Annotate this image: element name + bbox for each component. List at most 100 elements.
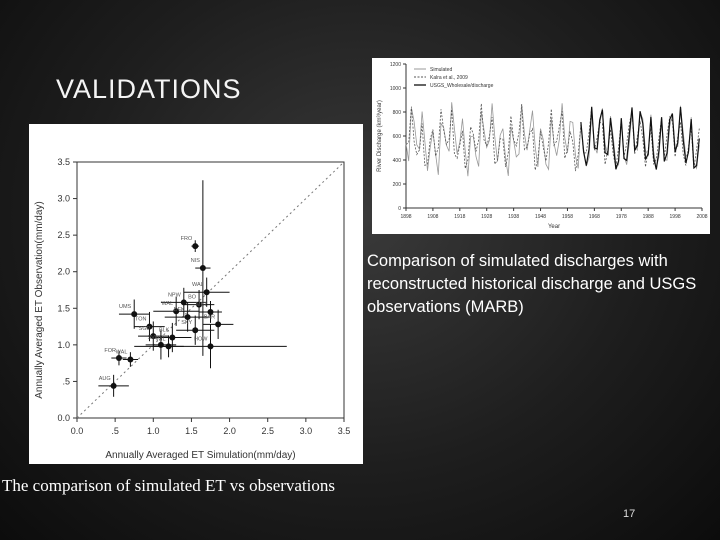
point-marker xyxy=(157,341,164,348)
data-point: AUG xyxy=(98,374,129,397)
point-label: DFK xyxy=(174,307,185,313)
point-label: HOW xyxy=(194,336,208,342)
point-marker xyxy=(184,314,191,321)
usgs-series-line xyxy=(580,106,700,170)
one-to-one-line xyxy=(76,161,345,419)
point-label: SVL xyxy=(148,335,158,341)
y-axis-label: Annually Averaged ET Observation(mm/day) xyxy=(34,201,45,399)
x-tick-label: 1918 xyxy=(454,214,465,220)
y-tick-label: 200 xyxy=(393,182,402,188)
x-tick-label: 2.0 xyxy=(223,426,236,436)
x-tick-label: 1988 xyxy=(643,214,654,220)
point-marker xyxy=(199,265,206,272)
y-tick-label: 800 xyxy=(393,110,402,116)
data-point: NIS xyxy=(191,180,211,356)
point-label: FRO xyxy=(181,236,193,242)
data-point: BLK xyxy=(153,322,192,353)
point-marker xyxy=(169,334,176,341)
slide-number: 17 xyxy=(623,508,636,520)
point-label: WAL xyxy=(116,349,128,355)
x-tick-label: 3.5 xyxy=(338,426,351,436)
point-marker xyxy=(180,299,187,306)
data-point: SVL xyxy=(145,330,177,360)
point-label: WAL xyxy=(192,282,204,288)
plot-frame xyxy=(76,161,345,419)
y-tick-label: 3.5 xyxy=(57,157,70,167)
et-scatter-svg: 0.0 .5 1.0 1.5 2.0 2.5 3.0 3.5 0.0 .5 1.0 1.5 2.0 2.5… xyxy=(34,157,351,461)
point-marker xyxy=(115,355,122,362)
point-label: NIS xyxy=(191,258,201,264)
data-point: WAL xyxy=(153,296,200,326)
point-label: MET xyxy=(196,302,208,308)
point-label: BAR xyxy=(204,314,215,320)
y-tick-label: 0.0 xyxy=(57,413,70,423)
data-point: UMS xyxy=(118,299,150,329)
point-marker xyxy=(196,301,203,308)
point-marker xyxy=(192,327,199,334)
point-label: NPW xyxy=(168,292,182,298)
y-tick-label: 1.5 xyxy=(57,303,70,313)
point-label: WIL xyxy=(156,336,166,342)
point-marker xyxy=(131,311,138,318)
y-tick-label: 3.0 xyxy=(57,194,70,204)
x-tick-label: 1908 xyxy=(427,214,438,220)
x-tick-label: 2.5 xyxy=(261,426,274,436)
y-tick-label: 1000 xyxy=(390,86,401,92)
legend-label: Simulated xyxy=(430,67,452,73)
point-label: WAL xyxy=(161,301,173,307)
data-point: SKY xyxy=(176,315,215,345)
x-tick-label: 1948 xyxy=(535,214,546,220)
x-tick-label: 1978 xyxy=(616,214,627,220)
point-label: UMS xyxy=(119,304,132,310)
et-caption: The comparison of simulated ET vs observ… xyxy=(2,476,336,495)
discharge-line-svg: 0 200 400 600 800 1000 1200 1898 1908 1918 1928 193… xyxy=(377,62,708,230)
x-tick-label: 3.0 xyxy=(300,426,313,436)
x-tick-label: 2008 xyxy=(696,214,707,220)
x-tick-label: 1898 xyxy=(400,214,411,220)
y-tick-label: 600 xyxy=(393,134,402,140)
point-marker xyxy=(203,289,210,296)
x-tick-label: 1928 xyxy=(481,214,492,220)
point-marker xyxy=(127,356,134,363)
y-axis-label: River Discharge (km³/year) xyxy=(377,100,383,172)
data-point: BAR xyxy=(202,309,234,340)
x-axis-label: Year xyxy=(548,224,560,230)
x-tick-label: 1968 xyxy=(589,214,600,220)
discharge-caption: Comparison of simulated discharges with … xyxy=(367,252,697,316)
y-tick-label: 1.0 xyxy=(57,340,70,350)
x-tick-label: .5 xyxy=(111,426,119,436)
x-tick-label: 1.5 xyxy=(185,426,198,436)
y-tick-label: 2.5 xyxy=(57,230,70,240)
point-label: AUG xyxy=(99,376,111,382)
x-tick-label: 1938 xyxy=(508,214,519,220)
discharge-line-chart: 0 200 400 600 800 1000 1200 1898 1908 1918 1928 193… xyxy=(372,58,710,234)
x-tick-label: 1998 xyxy=(670,214,681,220)
point-marker xyxy=(146,323,153,330)
legend-label: USGS_Wholesale/discharge xyxy=(430,83,494,89)
point-label: FOR xyxy=(104,348,116,354)
point-label: TON xyxy=(135,317,147,323)
data-point: FRO xyxy=(181,236,200,252)
y-tick-label: .5 xyxy=(62,376,70,386)
data-point: BO xyxy=(183,290,215,320)
x-axis-label: Annually Averaged ET Simulation(mm/day) xyxy=(105,450,295,461)
data-point: WAL xyxy=(116,349,139,367)
data-point: FOR xyxy=(104,348,127,366)
point-label: BLK xyxy=(159,328,170,334)
y-tick-label: 0 xyxy=(398,206,401,212)
data-point: HOW xyxy=(134,324,287,369)
point-marker xyxy=(192,243,199,250)
point-label: SGP xyxy=(139,326,151,332)
data-point: DFK xyxy=(164,302,211,332)
point-marker xyxy=(207,343,214,350)
point-marker xyxy=(215,321,222,328)
point-label: BO xyxy=(188,295,197,301)
y-tick-label: 1200 xyxy=(390,62,401,68)
y-tick-label: 2.0 xyxy=(57,267,70,277)
point-marker xyxy=(207,308,214,315)
x-tick-label: 0.0 xyxy=(71,426,84,436)
y-tick-label: 400 xyxy=(393,158,402,164)
legend-label: Kalra et al., 2009 xyxy=(430,75,468,81)
point-label: SKY xyxy=(181,320,192,326)
point-marker xyxy=(173,308,180,315)
